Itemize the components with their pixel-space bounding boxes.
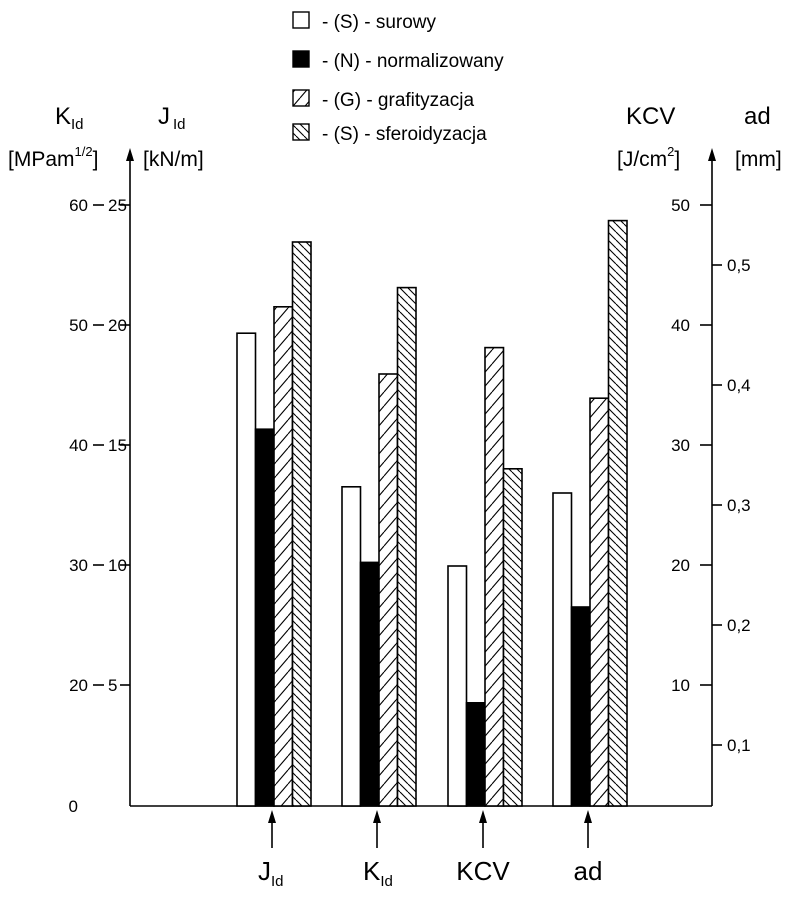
legend-item-surowy: - (S) - surowy: [292, 11, 437, 33]
tick-label: 0,4: [727, 376, 751, 395]
legend-item-normalizowany: - (N) - normalizowany: [292, 50, 504, 72]
svg-text:[kN/m]: [kN/m]: [143, 148, 204, 171]
category-label: ad: [574, 856, 603, 886]
svg-text:[MPam1/2]: [MPam1/2]: [8, 144, 98, 171]
svg-text:[mm]: [mm]: [735, 148, 782, 171]
bar-normalizowany-4: [570, 606, 591, 807]
tick-label: 0,2: [727, 616, 751, 635]
bar-normalizowany-3: [465, 701, 486, 807]
ticks-kcv: 50 40 30 20 10: [671, 196, 712, 695]
svg-text:KCV: KCV: [626, 103, 675, 130]
bar-grafityzacja-1: [273, 305, 294, 807]
arrowhead: [584, 810, 592, 823]
right-axis: [708, 148, 716, 806]
svg-text:KId: KId: [55, 103, 84, 133]
legend-swatch-diag: [292, 89, 310, 107]
bar-surowy-2: [341, 485, 362, 807]
bar-surowy-1: [236, 332, 257, 807]
tick-label: 60: [69, 196, 88, 215]
svg-text:[J/cm2]: [J/cm2]: [617, 144, 680, 171]
ticks-ad: 0,5 0,4 0,3 0,2 0,1: [712, 256, 751, 755]
axis-title-ad: ad [mm]: [735, 103, 782, 171]
legend-item-sferoidyzacja: - (S) - sferoidyzacja: [292, 123, 487, 145]
legend-label: - (N) - normalizowany: [322, 51, 504, 72]
tick-label: 15: [108, 436, 127, 455]
legend-item-grafityzacja: - (G) - grafityzacja: [292, 89, 474, 111]
bar-normalizowany-1: [254, 428, 275, 807]
bar-surowy-3: [447, 565, 468, 807]
bars: [236, 219, 628, 807]
tick-label: 10: [108, 556, 127, 575]
tick-label: 50: [671, 196, 690, 215]
tick-label: 50: [69, 316, 88, 335]
bar-grafityzacja-3: [484, 346, 505, 807]
tick-label: 0: [69, 797, 78, 816]
axis-title-kid: KId [MPam1/2]: [8, 103, 98, 171]
legend-label: - (S) - sferoidyzacja: [322, 124, 487, 145]
bar-grafityzacja-4: [589, 397, 610, 807]
bar-sferoidyzacja-3: [502, 467, 523, 807]
tick-label: 0,3: [727, 496, 751, 515]
tick-label: 20: [671, 556, 690, 575]
arrowhead: [268, 810, 276, 823]
legend-swatch-dense: [292, 123, 310, 141]
tick-label: 10: [671, 676, 690, 695]
left-axis: [126, 148, 134, 806]
legend-label: - (S) - surowy: [322, 12, 437, 33]
tick-label: 5: [108, 676, 117, 695]
tick-label: 0,5: [727, 256, 751, 275]
bar-grafityzacja-2: [378, 373, 399, 807]
arrowhead: [373, 810, 381, 823]
svg-text:ad: ad: [744, 103, 771, 130]
axis-title-jid: J Id [kN/m]: [143, 103, 204, 171]
category-labels: JId KId KCV ad: [258, 810, 602, 890]
axis-title-kcv: KCV [J/cm2]: [617, 103, 680, 171]
legend-swatch-black: [292, 50, 310, 68]
tick-label: 40: [69, 436, 88, 455]
legend: - (S) - surowy - (N) - normalizowany - (…: [292, 11, 504, 145]
legend-swatch-white: [292, 11, 310, 29]
category-label: KId: [363, 856, 393, 890]
tick-label: 0,1: [727, 736, 751, 755]
ticks-kid-jid: 60 50 40 30 20 0 25 20 15 10 5: [69, 196, 130, 816]
tick-label: 30: [69, 556, 88, 575]
tick-label: 25: [108, 196, 127, 215]
tick-label: 40: [671, 316, 690, 335]
category-label: KCV: [456, 856, 510, 886]
bar-sferoidyzacja-2: [396, 286, 417, 807]
bar-sferoidyzacja-1: [291, 241, 312, 807]
tick-label: 20: [69, 676, 88, 695]
bar-surowy-4: [552, 492, 573, 807]
bar-sferoidyzacja-4: [607, 219, 628, 807]
tick-label: 30: [671, 436, 690, 455]
category-label: JId: [258, 856, 284, 890]
arrowhead: [479, 810, 487, 823]
legend-label: - (G) - grafityzacja: [322, 90, 474, 111]
svg-text:JId: J Id: [158, 103, 186, 133]
bar-normalizowany-2: [359, 561, 380, 807]
tick-label: 20: [108, 316, 127, 335]
